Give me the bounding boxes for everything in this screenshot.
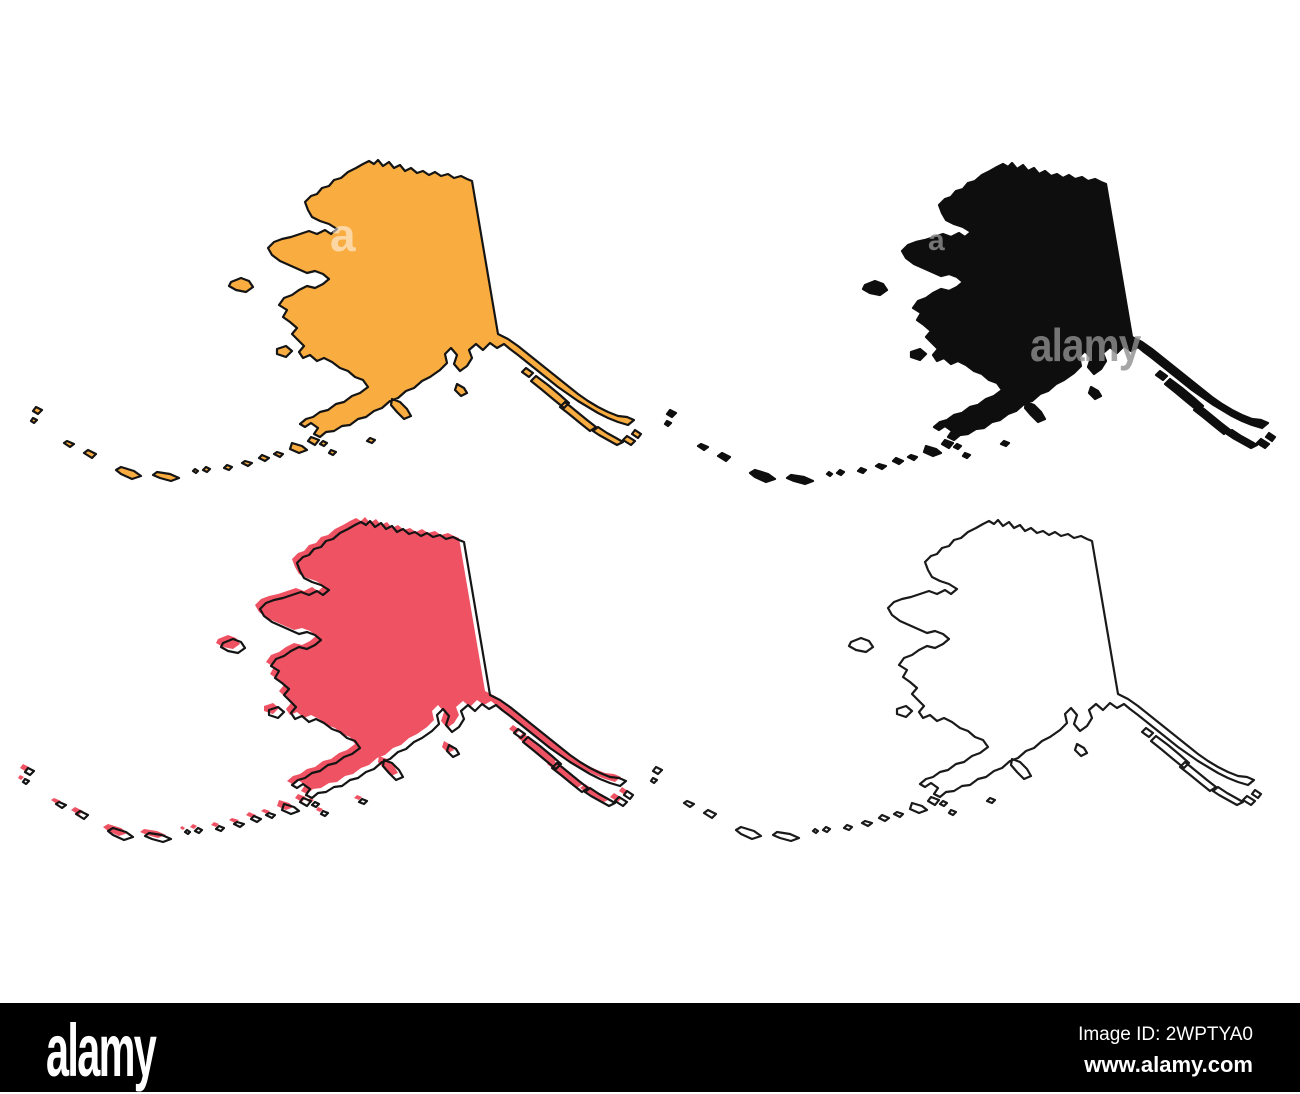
image-id-text: Image ID: 2WPTYA0 [1078,1024,1253,1045]
alaska-map-black [663,161,1277,486]
footer-bar [0,1003,1300,1092]
alamy-logo: alamy [46,1009,157,1092]
alaska-map-orange [29,158,643,483]
alamy-url-text: www.alamy.com [1084,1052,1253,1077]
footer-info: Image ID: 2WPTYA0 www.alamy.com [1078,1024,1253,1078]
alaska-map-red-sketch [18,517,635,844]
alaska-map-outline [649,518,1263,843]
